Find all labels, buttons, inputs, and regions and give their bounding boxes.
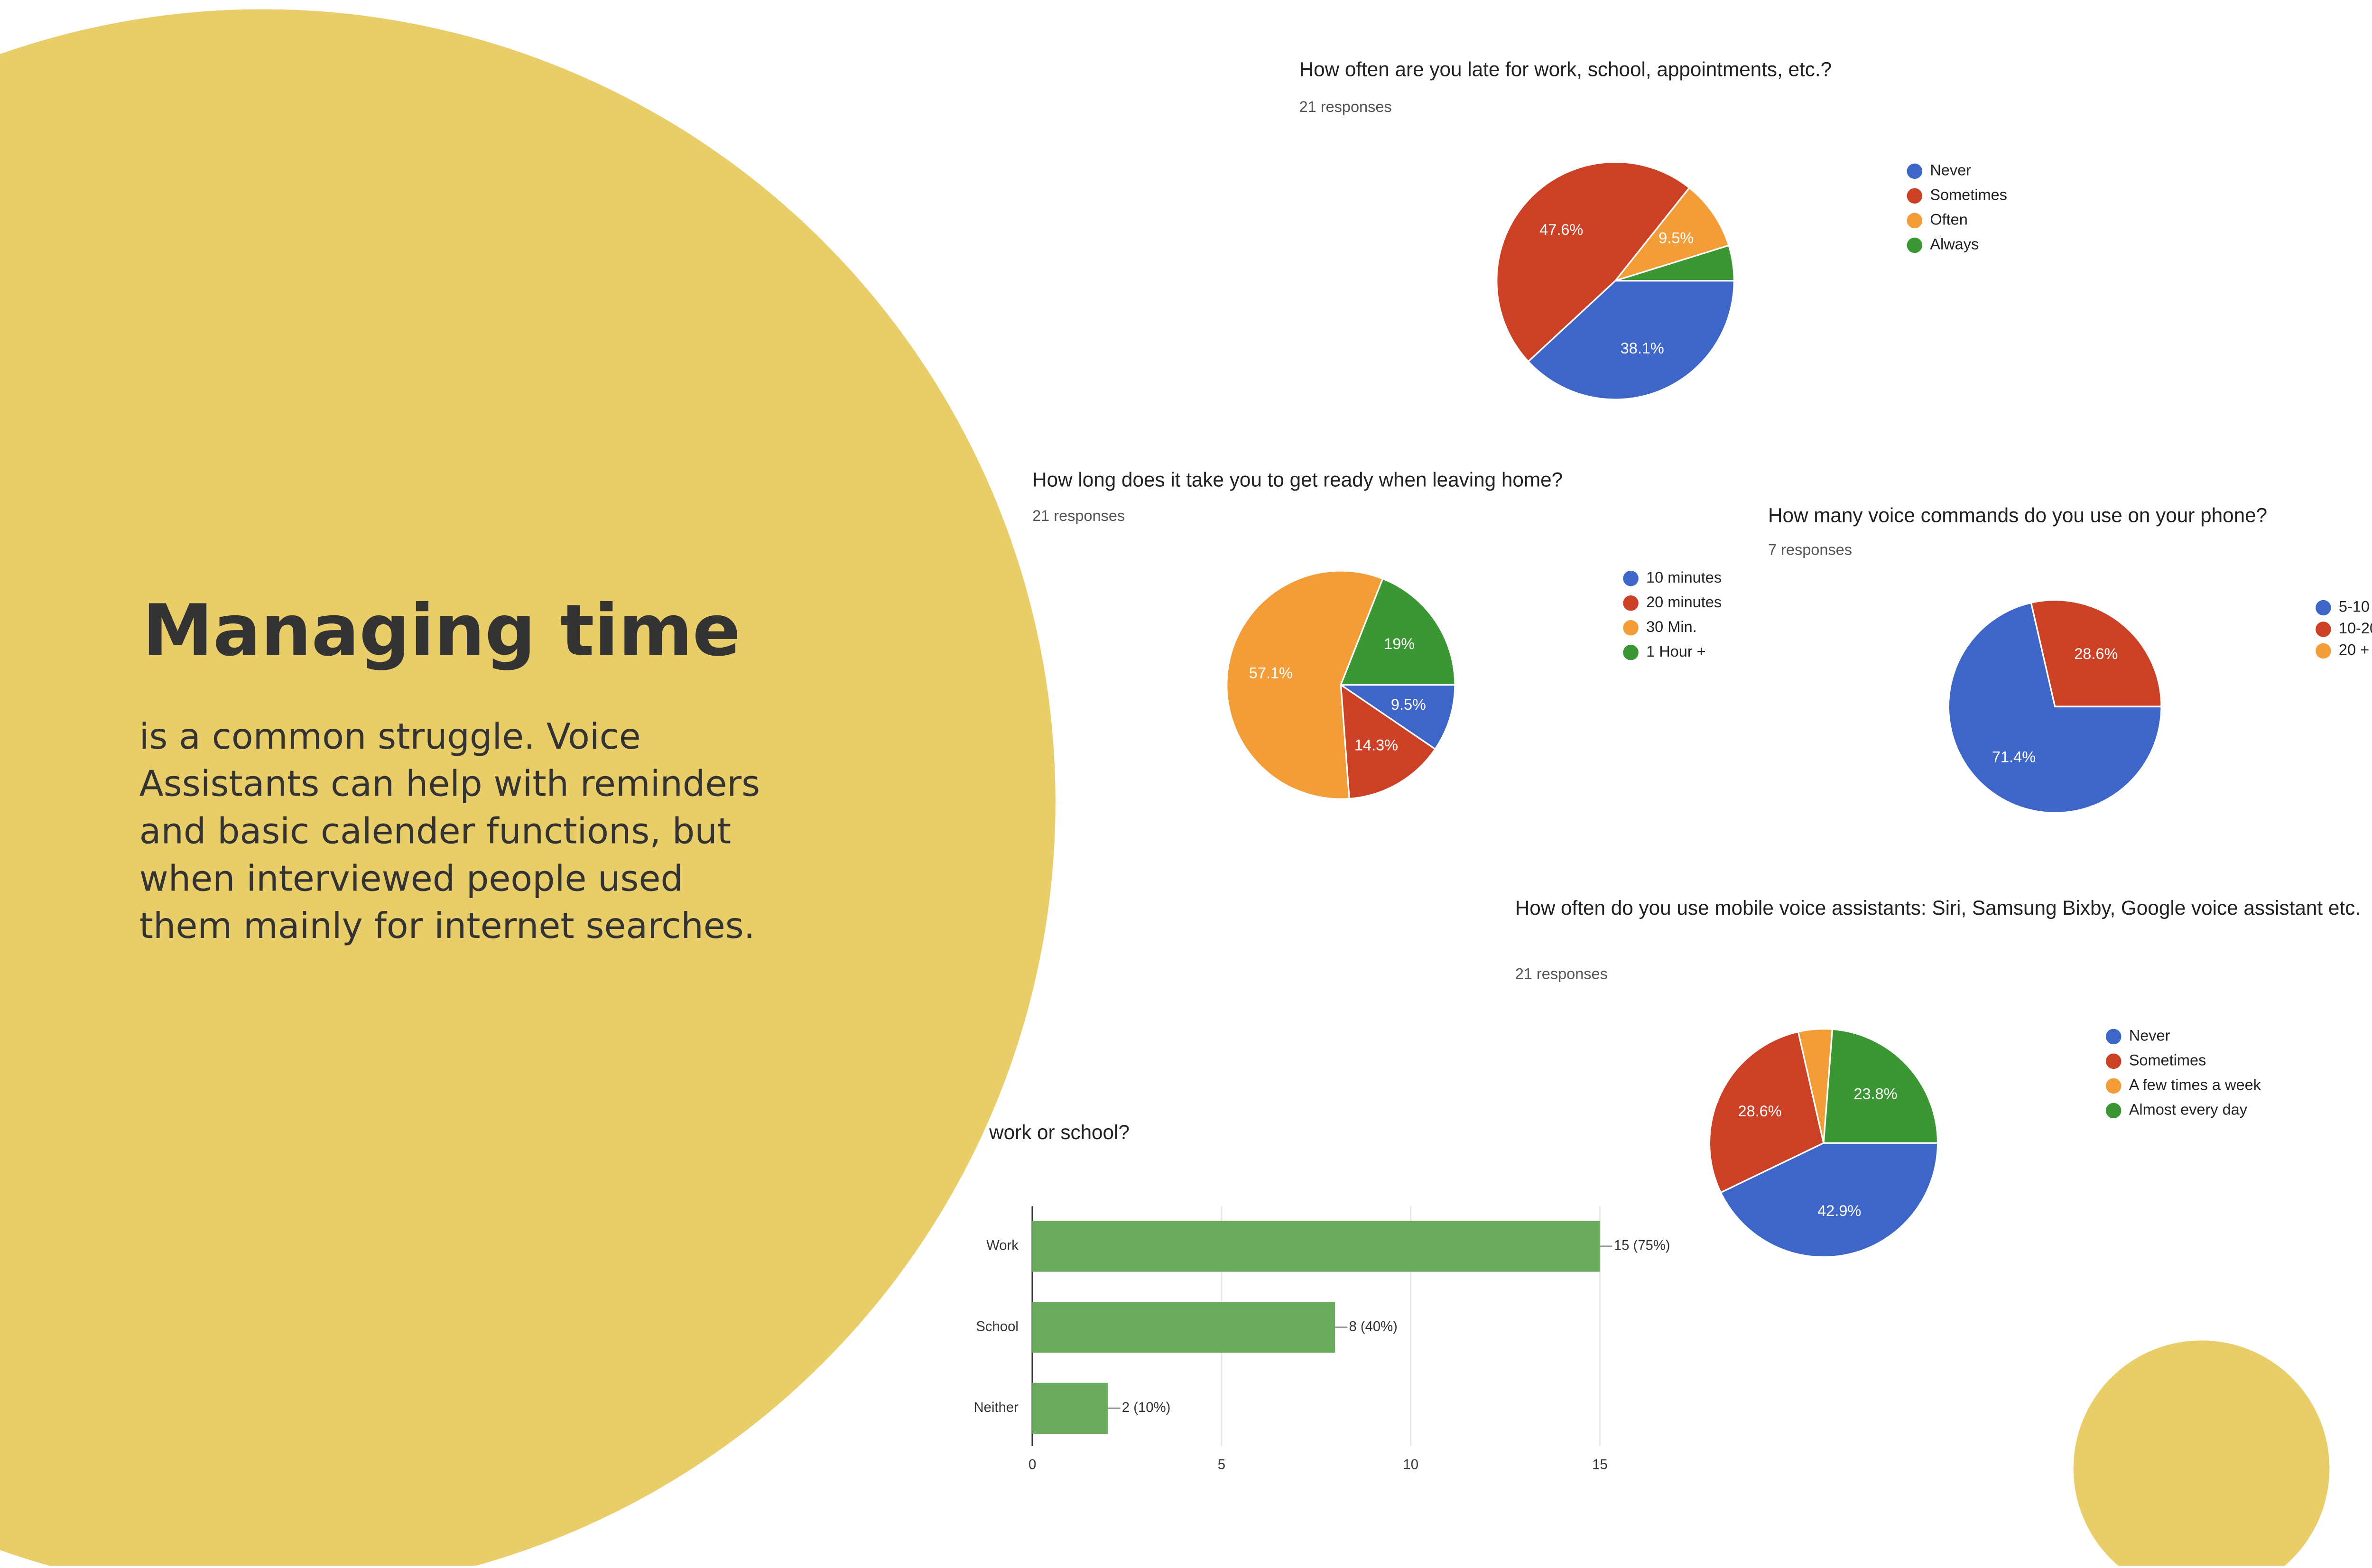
chart-title: How often do you use mobile voice assist… [1515, 896, 2361, 919]
body-line: when interviewed people used [139, 858, 683, 899]
legend-swatch [2105, 1078, 2122, 1094]
bar [1032, 1221, 1600, 1272]
slice-label: 38.1% [1621, 340, 1664, 357]
value-label: 8 (40%) [1349, 1319, 1397, 1334]
legend-swatch [2105, 1029, 2122, 1045]
body-line: them mainly for internet searches. [139, 905, 755, 946]
slice-label: 9.5% [1391, 696, 1426, 713]
legend-swatch [1623, 645, 1639, 660]
pie-slice [1496, 161, 1691, 363]
slice-label: 19% [1384, 635, 1415, 652]
x-tick-label: 5 [1218, 1457, 1225, 1472]
category-label: School [976, 1319, 1018, 1334]
body-line: Assistants can help with reminders [139, 763, 760, 805]
legend-label: Sometimes [2129, 1051, 2206, 1068]
legend-label: Often [1930, 211, 1968, 228]
body-text: is a common struggle. Voice Assistants ca… [139, 716, 760, 946]
slice-label: 71.4% [1992, 748, 2036, 765]
legend-swatch [1907, 213, 1923, 229]
slice-label: 47.6% [1539, 221, 1583, 238]
chart-title: How often are you late for work, school,… [1299, 58, 1832, 81]
legend-label: Always [1930, 236, 1979, 253]
chart-title-text: How often do you use mobile voice assist… [1515, 896, 2361, 919]
big-circle [0, 9, 1056, 1568]
legend-swatch [2105, 1103, 2122, 1119]
slice-label: 9.5% [1659, 230, 1694, 247]
pie-slice [1615, 244, 1735, 282]
legend-swatch [1907, 188, 1923, 204]
small-circle [2073, 1340, 2330, 1568]
legend-swatch [1907, 237, 1923, 253]
bar [1032, 1302, 1335, 1353]
pie-slice [1338, 684, 1456, 751]
legend-swatch [2105, 1053, 2122, 1069]
chart-subtitle: 21 responses [1032, 507, 1125, 524]
legend-label: A few times a week [2129, 1076, 2261, 1093]
bar [1032, 1382, 1108, 1434]
chart-title: How many voice commands do you use on yo… [1768, 504, 2267, 526]
x-tick-label: 10 [1403, 1457, 1418, 1472]
slice-label: 14.3% [1354, 736, 1398, 753]
legend-label: 10-20 [2339, 620, 2372, 637]
value-label: 2 (10%) [1122, 1400, 1170, 1415]
slice-label: 42.9% [1817, 1202, 1861, 1219]
legend-swatch [2316, 600, 2331, 616]
x-tick-label: 15 [1592, 1457, 1608, 1472]
legend-label: Sometimes [1930, 186, 2007, 204]
legend-label: 10 minutes [1646, 569, 1722, 586]
chart-subtitle: 7 responses [1768, 541, 1852, 558]
pie-slice [1947, 602, 2162, 814]
category-label: Work [986, 1238, 1019, 1253]
legend-label: 30 Min. [1646, 618, 1697, 635]
chart-subtitle: 21 responses [1299, 98, 1392, 115]
pie-slice [1339, 577, 1456, 686]
pie-slice [2030, 599, 2162, 707]
chart-title: work or school? [989, 1121, 1130, 1143]
pie-slice [1613, 186, 1730, 282]
pie-slice [1720, 1142, 1939, 1258]
legend-swatch [1623, 620, 1639, 636]
category-label: Neither [974, 1400, 1019, 1415]
legend-swatch [1623, 595, 1639, 611]
legend-label: 5-10 [2339, 598, 2370, 615]
legend-label: 20 minutes [1646, 594, 1722, 611]
legend-swatch [2316, 643, 2331, 659]
heading: Managing time [142, 590, 741, 672]
chart-title: How long does it take you to get ready w… [1032, 469, 1563, 491]
pie-slice [1708, 1030, 1825, 1194]
slice-label: 57.1% [1249, 665, 1293, 682]
pie-slice [1823, 1028, 1939, 1144]
pie-slice [1226, 570, 1384, 800]
body-line: is a common struggle. Voice [139, 716, 641, 757]
value-label: 15 (75%) [1614, 1238, 1670, 1253]
slice-label: 28.6% [1738, 1103, 1782, 1120]
x-tick-label: 0 [1028, 1457, 1036, 1472]
legend-label: 20 + [2339, 641, 2369, 659]
legend-label: Never [1930, 161, 1971, 178]
slice-label: 23.8% [1853, 1085, 1897, 1102]
legend-swatch [1907, 163, 1923, 179]
chart-subtitle: 21 responses [1515, 965, 1608, 982]
slice-label: 28.6% [2074, 645, 2118, 662]
legend-label: Almost every day [2129, 1101, 2248, 1118]
legend-label: 1 Hour + [1646, 643, 1706, 660]
legend-swatch [1623, 570, 1639, 586]
pie-slice [1340, 683, 1436, 800]
pie-slice [1527, 280, 1735, 400]
body-line: and basic calender functions, but [139, 810, 731, 852]
legend-swatch [2316, 622, 2331, 637]
legend-label: Never [2129, 1027, 2170, 1044]
